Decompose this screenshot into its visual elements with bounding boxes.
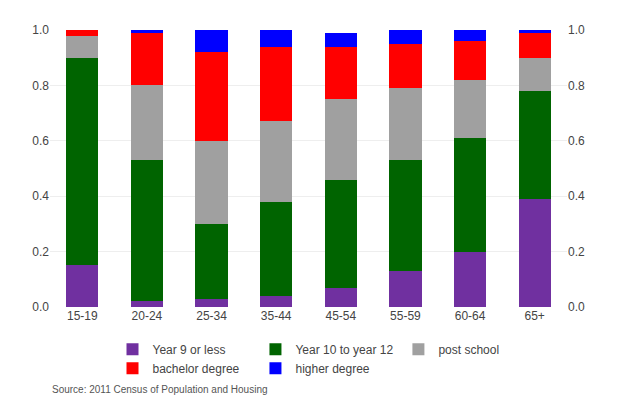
svg-text:0.8: 0.8: [32, 79, 49, 93]
svg-text:Source: 2011 Census of Populat: Source: 2011 Census of Population and Ho…: [52, 384, 268, 395]
svg-text:higher degree: higher degree: [295, 362, 369, 376]
svg-text:45-54: 45-54: [325, 309, 356, 323]
svg-text:0.0: 0.0: [568, 300, 585, 314]
svg-text:0.4: 0.4: [32, 189, 49, 203]
svg-text:post school: post school: [438, 343, 499, 357]
svg-text:1.0: 1.0: [568, 23, 585, 37]
svg-text:1.0: 1.0: [32, 23, 49, 37]
svg-text:Year 9 or less: Year 9 or less: [153, 343, 226, 357]
svg-text:15-19: 15-19: [67, 309, 98, 323]
svg-text:bachelor degree: bachelor degree: [153, 362, 240, 376]
svg-text:0.8: 0.8: [568, 79, 585, 93]
svg-text:0.4: 0.4: [568, 189, 585, 203]
svg-text:0.0: 0.0: [32, 300, 49, 314]
svg-text:55-59: 55-59: [390, 309, 421, 323]
svg-text:0.6: 0.6: [568, 134, 585, 148]
svg-text:0.2: 0.2: [32, 245, 49, 259]
svg-text:25-34: 25-34: [196, 309, 227, 323]
svg-text:Year 10 to year 12: Year 10 to year 12: [295, 343, 393, 357]
svg-text:0.2: 0.2: [568, 245, 585, 259]
svg-text:35-44: 35-44: [261, 309, 292, 323]
svg-text:60-64: 60-64: [455, 309, 486, 323]
svg-text:20-24: 20-24: [132, 309, 163, 323]
svg-text:0.6: 0.6: [32, 134, 49, 148]
svg-text:65+: 65+: [525, 309, 545, 323]
